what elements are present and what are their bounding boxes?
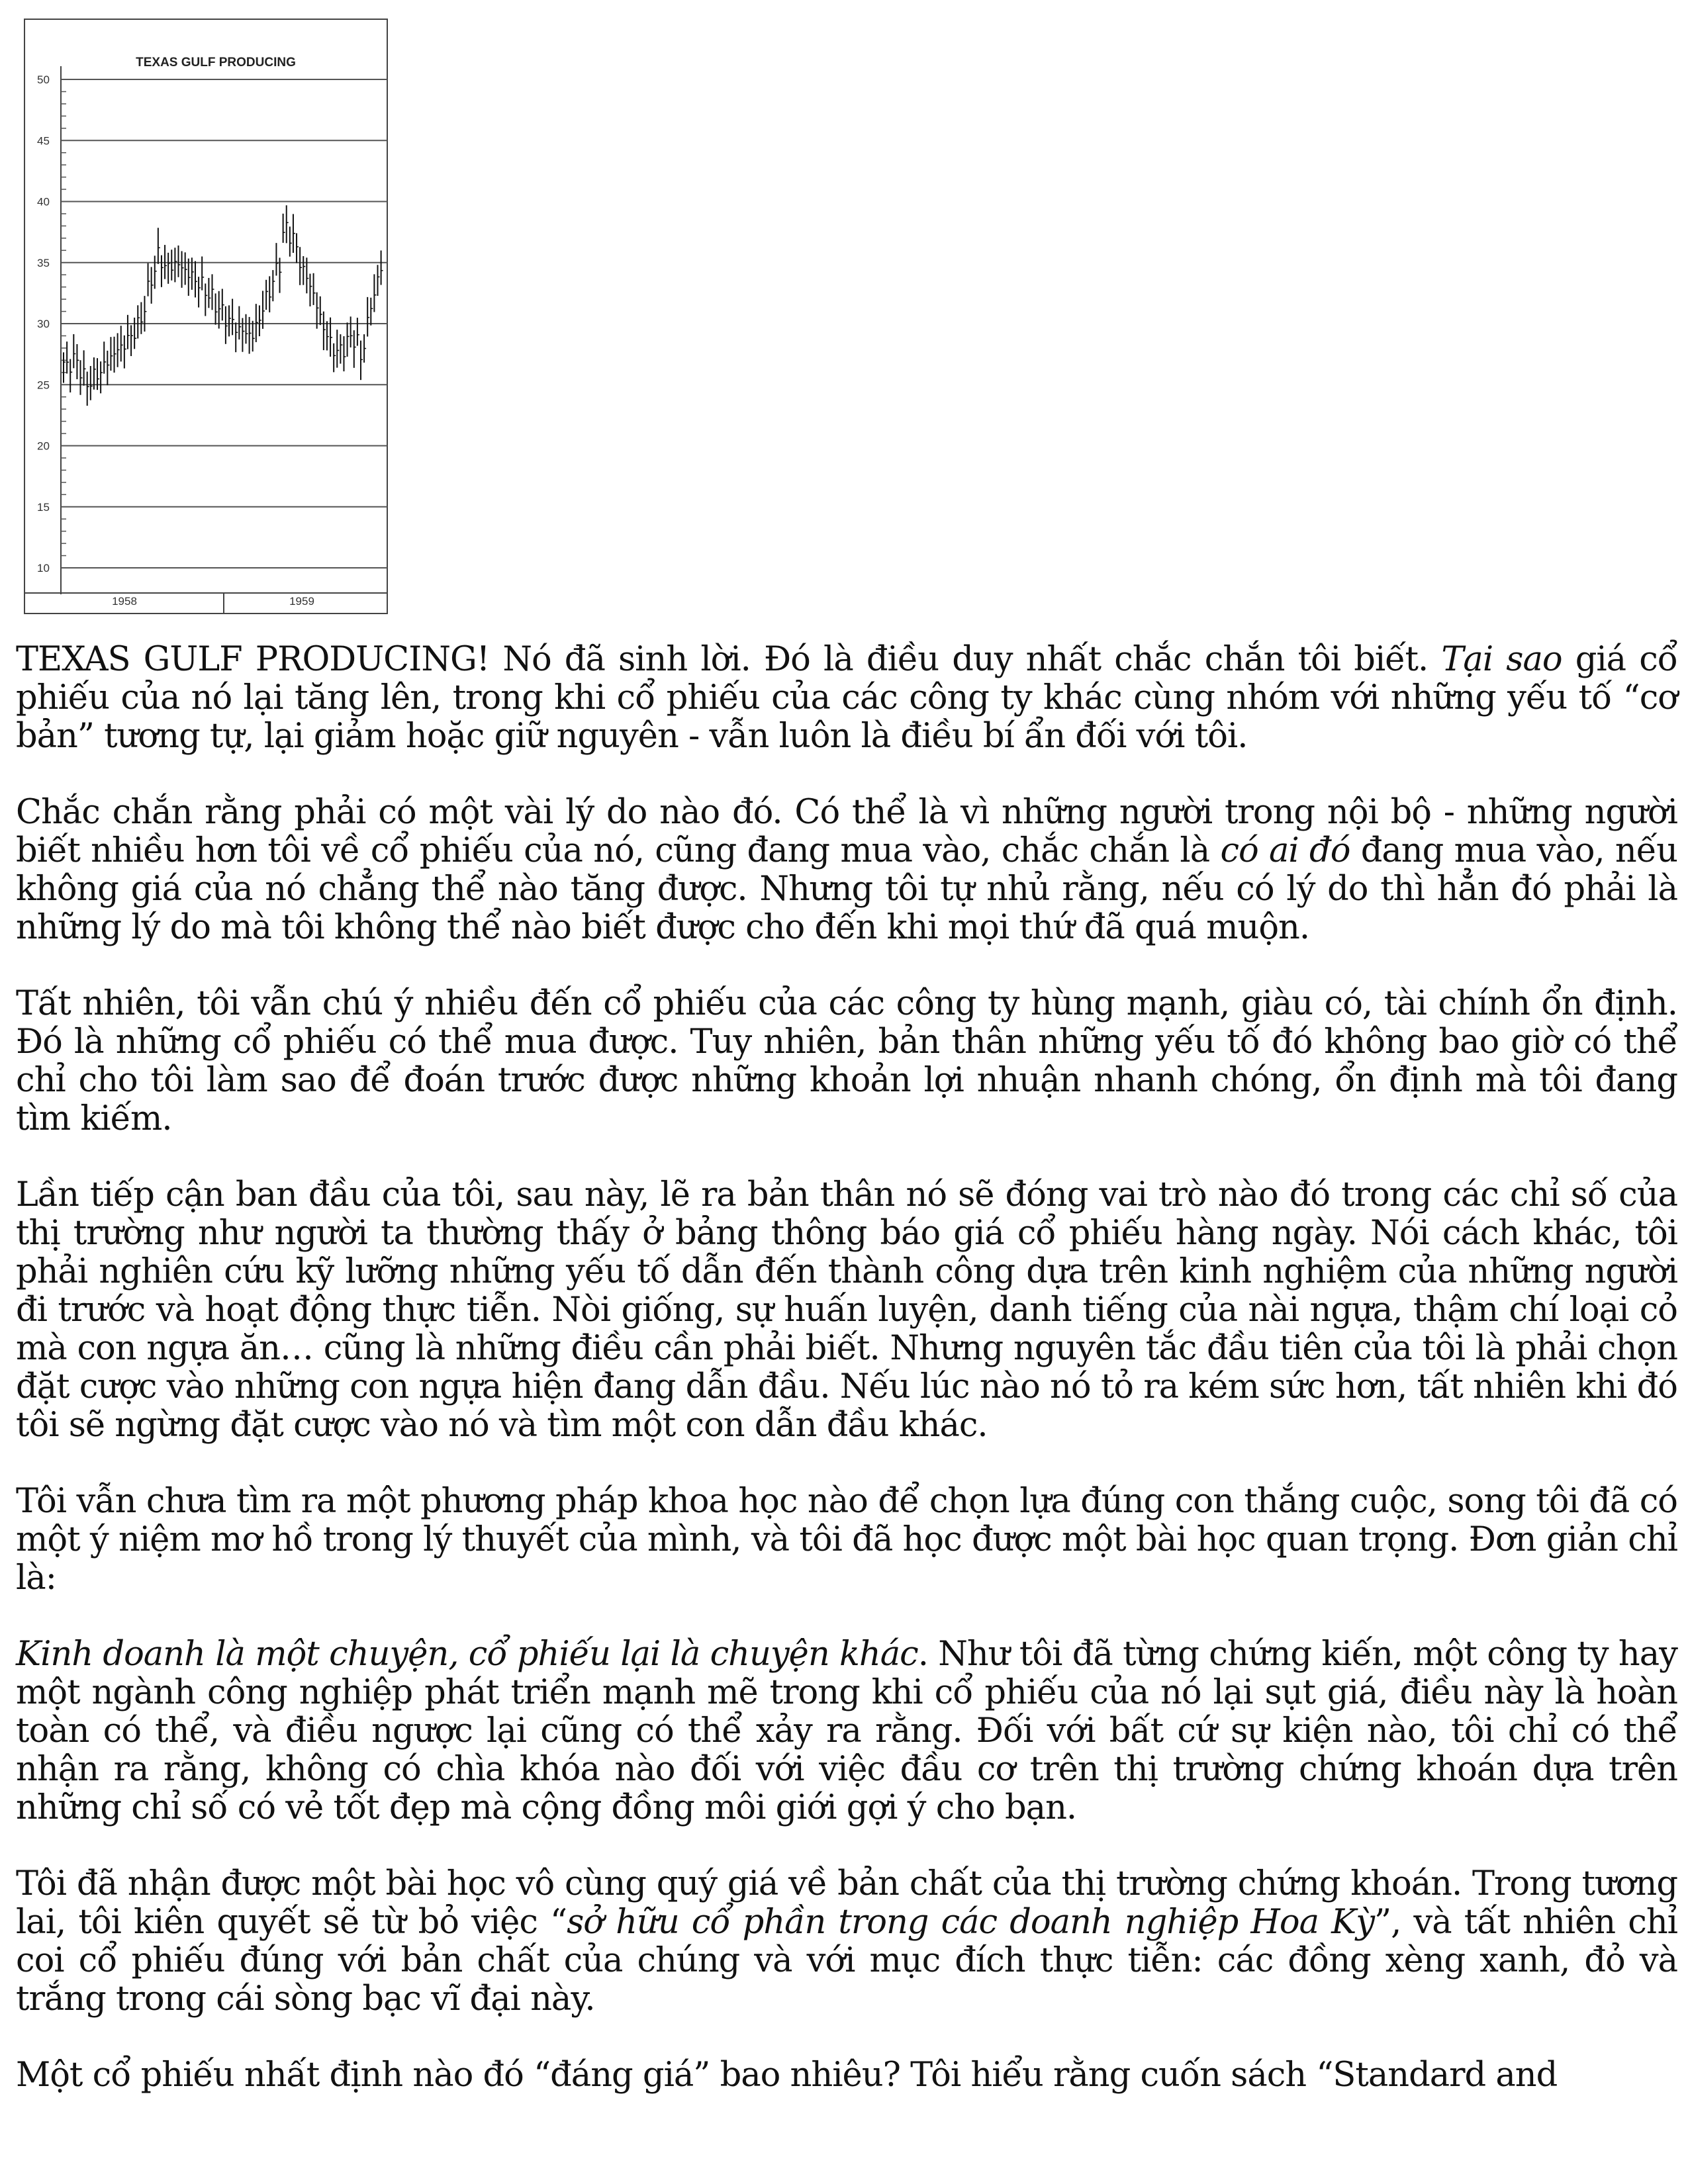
y-tick-label: 10 xyxy=(37,562,50,574)
text-run: giá cổ phiếu của nó lại tăng lên, trong … xyxy=(16,640,1678,756)
chart-title: TEXAS GULF PRODUCING xyxy=(136,56,296,69)
price-chart: 10 15 20 25 30 35 40 45 50 1958 1959 TEXAS GULF P… xyxy=(24,19,388,614)
paragraph: Tất nhiên, tôi vẫn chú ý nhiều đến cổ ph… xyxy=(16,984,1678,1138)
y-tick-label: 15 xyxy=(37,501,50,514)
text-run: Một cổ phiếu nhất định nào đó “đáng giá”… xyxy=(16,2056,1558,2095)
paragraph: Chắc chắn rằng phải có một vài lý do nào… xyxy=(16,793,1678,947)
y-axis-tick-labels: 10 15 20 25 30 35 40 45 50 xyxy=(37,73,50,574)
paragraph: Lần tiếp cận ban đầu của tôi, sau này, l… xyxy=(16,1175,1678,1445)
x-tick-label: 1958 xyxy=(112,595,137,608)
paragraph: Tôi vẫn chưa tìm ra một phương pháp khoa… xyxy=(16,1482,1678,1598)
text-run: đang mua vào, nếu không giá của nó chẳng… xyxy=(16,831,1678,947)
y-tick-label: 45 xyxy=(37,134,50,147)
y-tick-label: 20 xyxy=(37,440,50,453)
y-tick-label: 35 xyxy=(37,257,50,269)
chart-frame xyxy=(24,19,388,614)
paragraph: TEXAS GULF PRODUCING! Nó đã sinh lời. Đó… xyxy=(16,640,1678,756)
text-run: Lần tiếp cận ban đầu của tôi, sau này, l… xyxy=(16,1175,1678,1445)
text-run: TEXAS GULF PRODUCING! Nó đã sinh lời. Đó… xyxy=(16,640,1442,679)
chart-axis-ticks xyxy=(24,66,387,614)
paragraph: Một cổ phiếu nhất định nào đó “đáng giá”… xyxy=(16,2056,1677,2095)
italic-text: sở hữu cổ phần trong các doanh nghiệp Ho… xyxy=(567,1903,1375,1942)
italic-text: Kinh doanh là một chuyện, cổ phiếu lại l… xyxy=(16,1635,919,1674)
body-text: TEXAS GULF PRODUCING! Nó đã sinh lời. Đó… xyxy=(16,640,1678,2132)
x-axis-tick-labels: 1958 1959 xyxy=(112,595,314,608)
y-tick-label: 25 xyxy=(37,379,50,391)
y-tick-label: 40 xyxy=(37,196,50,208)
paragraph: Kinh doanh là một chuyện, cổ phiếu lại l… xyxy=(16,1635,1678,1827)
y-tick-label: 50 xyxy=(37,73,50,86)
price-bars xyxy=(63,205,383,406)
paragraph: Tôi đã nhận được một bài học vô cùng quý… xyxy=(16,1864,1678,2019)
x-tick-label: 1959 xyxy=(289,595,314,608)
text-run: Tôi vẫn chưa tìm ra một phương pháp khoa… xyxy=(16,1482,1678,1598)
text-run: Chắc chắn rằng phải có một vài lý do nào… xyxy=(16,793,1678,870)
text-run: ”, và tất nhiên chỉ coi cổ phiếu đúng vớ… xyxy=(16,1903,1678,2019)
text-run: Tôi đã nhận được một bài học vô cùng quý… xyxy=(16,1864,1678,1942)
italic-text: có ai đó xyxy=(1220,831,1350,870)
text-run: . Như tôi đã từng chứng kiến, một công t… xyxy=(16,1635,1678,1827)
italic-text: Tại sao xyxy=(1441,640,1562,679)
text-run: Tất nhiên, tôi vẫn chú ý nhiều đến cổ ph… xyxy=(16,984,1678,1138)
chart-gridlines xyxy=(61,79,387,569)
y-tick-label: 30 xyxy=(37,318,50,330)
